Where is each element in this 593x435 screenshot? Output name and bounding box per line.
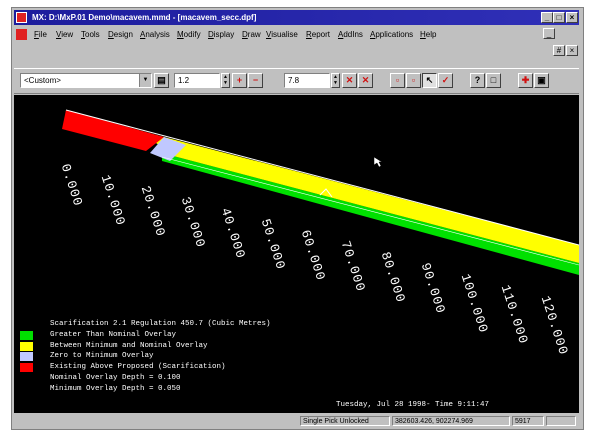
chevron-down-icon[interactable]: ▼: [139, 74, 151, 87]
status-empty-cell: [546, 416, 576, 426]
check-icon[interactable]: ✓: [438, 73, 453, 88]
zoom-in-icon[interactable]: +: [232, 73, 247, 88]
status-value: 5917: [512, 416, 544, 426]
legend-title: Scarification 2.1 Regulation 450.7 (Cubi…: [50, 320, 271, 328]
menu-display[interactable]: Display: [208, 30, 235, 39]
overlay-strip-drawing: [62, 109, 579, 275]
window-zoom-icon[interactable]: ▫: [390, 73, 405, 88]
legend-item: Existing Above Proposed (Scarification): [20, 362, 360, 373]
menu-visualise[interactable]: Visualise: [266, 30, 298, 39]
menu-applications[interactable]: Applications: [370, 30, 414, 39]
scale-spinner-2[interactable]: ▲ ▼: [331, 73, 340, 88]
application-window: MX: D:\MxP.01 Demo\macavem.mmd - [macave…: [11, 7, 584, 430]
doc-close-button[interactable]: ×: [566, 45, 578, 56]
legend-swatch-lavender: [20, 352, 33, 362]
legend-label: Greater Than Nominal Overlay: [50, 330, 177, 339]
app-icon[interactable]: [16, 12, 27, 23]
road-centre-line: [161, 156, 579, 266]
doc-minimize-button[interactable]: _: [543, 28, 555, 39]
doc-controls-row: # ×: [14, 44, 579, 58]
menu-tools[interactable]: Tools: [81, 30, 100, 39]
legend-swatch-red: [20, 363, 33, 373]
toolbar: <Custom> ▼ ▤ 1.2 ▲ ▼ + − 7.8 ▲ ▼ ✕ ✕ ▫ ▫ ↖…: [14, 68, 579, 94]
menu-draw[interactable]: Draw: [242, 30, 261, 39]
title-bar[interactable]: MX: D:\MxP.01 Demo\macavem.mmd - [macave…: [14, 10, 579, 25]
chevron-marker: [319, 188, 333, 198]
drawing-canvas[interactable]: 0.000 10.000 20.000 30.000 40.000 50.000…: [14, 95, 579, 413]
scale-input-1-value: 1.2: [178, 76, 190, 85]
scale-input-1[interactable]: 1.2: [174, 73, 220, 88]
pan-icon[interactable]: ✕: [342, 73, 357, 88]
minimum-depth-text: Minimum Overlay Depth = 0.050: [50, 384, 181, 393]
legend: Scarification 2.1 Regulation 450.7 (Cubi…: [20, 319, 360, 395]
menu-modify[interactable]: Modify: [177, 30, 201, 39]
yellow-overlay-band: [64, 111, 579, 263]
status-mode: Single Pick Unlocked: [300, 416, 390, 426]
status-coordinates: 382603.426, 902274.969: [392, 416, 510, 426]
legend-swatch-green: [20, 330, 33, 340]
legend-item: Greater Than Nominal Overlay: [20, 330, 360, 341]
pointer-icon: [373, 156, 383, 168]
menu-bar: File View Tools Design Analysis Modify D…: [14, 27, 579, 42]
view-combo-value: <Custom>: [24, 76, 61, 85]
scale-input-2-value: 7.8: [288, 76, 300, 85]
save-view-icon[interactable]: ▤: [154, 73, 169, 88]
legend-label: Between Minimum and Nominal Overlay: [50, 341, 208, 350]
document-icon[interactable]: [16, 29, 27, 40]
scale-spinner-1[interactable]: ▲ ▼: [221, 73, 230, 88]
crosshair-icon[interactable]: ✚: [518, 73, 533, 88]
zoom-out-icon[interactable]: −: [248, 73, 263, 88]
lavender-overlay-area: [150, 137, 186, 161]
query-icon[interactable]: ?: [470, 73, 485, 88]
close-button[interactable]: ×: [566, 12, 578, 23]
minimize-button[interactable]: _: [541, 12, 553, 23]
road-edge-line: [65, 109, 579, 246]
fit-view-icon[interactable]: ✕: [358, 73, 373, 88]
print-icon[interactable]: ▣: [534, 73, 549, 88]
blank-page-icon[interactable]: □: [486, 73, 501, 88]
menu-view[interactable]: View: [56, 30, 74, 39]
legend-swatch-yellow: [20, 341, 33, 351]
menu-addins[interactable]: AddIns: [338, 30, 363, 39]
legend-label: Existing Above Proposed (Scarification): [50, 363, 226, 372]
maximize-button[interactable]: □: [553, 12, 565, 23]
doc-restore-button[interactable]: #: [553, 45, 565, 56]
menu-design[interactable]: Design: [108, 30, 133, 39]
select-tool-icon[interactable]: ↖: [422, 73, 437, 88]
view-combo[interactable]: <Custom> ▼: [20, 73, 152, 88]
scale-input-2[interactable]: 7.8: [284, 73, 330, 88]
previous-view-icon[interactable]: ▫: [406, 73, 421, 88]
menu-analysis[interactable]: Analysis: [140, 30, 170, 39]
status-bar: Single Pick Unlocked 382603.426, 902274.…: [14, 415, 579, 427]
window-title: MX: D:\MxP.01 Demo\macavem.mmd - [macave…: [32, 13, 257, 22]
menu-file[interactable]: File: [34, 30, 47, 39]
menu-help[interactable]: Help: [420, 30, 437, 39]
green-overlay-band: [162, 153, 579, 275]
legend-item: Between Minimum and Nominal Overlay: [20, 341, 360, 352]
menu-report[interactable]: Report: [306, 30, 331, 39]
nominal-depth-text: Nominal Overlay Depth = 0.100: [50, 373, 181, 382]
legend-label: Zero to Minimum Overlay: [50, 352, 154, 361]
red-scarification-area: [62, 110, 164, 151]
legend-item: Zero to Minimum Overlay: [20, 351, 360, 362]
plot-timestamp: Tuesday, Jul 28 1998- Time 9:11:47: [336, 401, 490, 409]
